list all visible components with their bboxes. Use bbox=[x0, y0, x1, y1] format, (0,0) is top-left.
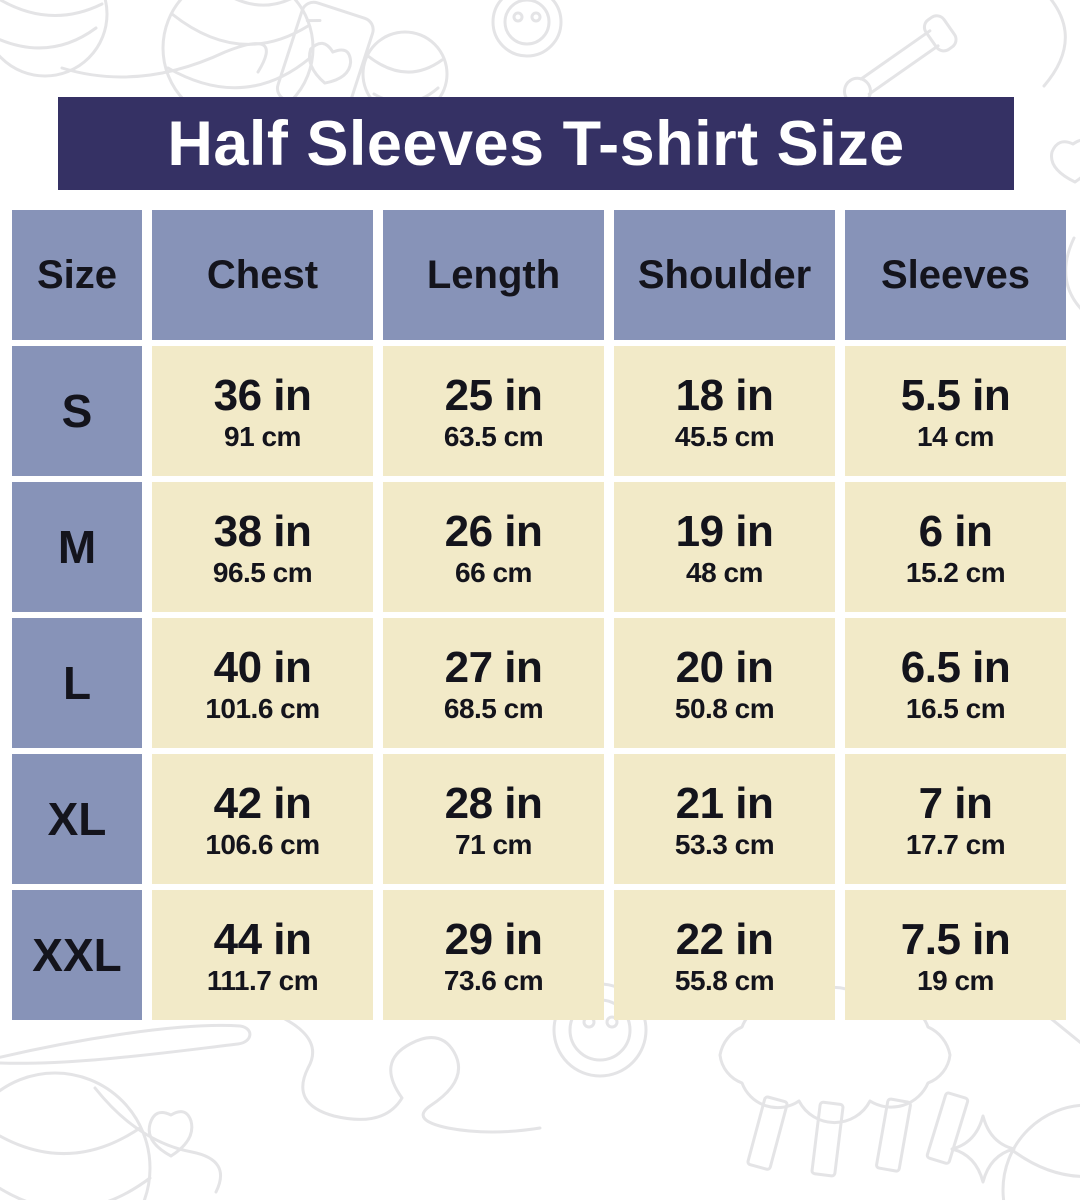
length-inches: 27 in bbox=[444, 643, 543, 693]
size-label: XXL bbox=[12, 890, 142, 1020]
chest-cell: 38 in 96.5 cm bbox=[152, 482, 373, 612]
column-header-shoulder: Shoulder bbox=[614, 210, 835, 340]
shoulder-cell: 19 in 48 cm bbox=[614, 482, 835, 612]
chest-cm: 91 cm bbox=[224, 420, 301, 452]
length-cell: 25 in 63.5 cm bbox=[383, 346, 604, 476]
shoulder-cell: 20 in 50.8 cm bbox=[614, 618, 835, 748]
shoulder-cm: 48 cm bbox=[686, 556, 763, 588]
knitting-needle-icon bbox=[0, 1023, 252, 1065]
sleeves-inches: 5.5 in bbox=[900, 371, 1011, 421]
shoulder-cm: 50.8 cm bbox=[674, 692, 775, 724]
shoulder-cell: 22 in 55.8 cm bbox=[614, 890, 835, 1020]
length-cm: 73.6 cm bbox=[443, 964, 544, 996]
doodle-arc bbox=[1064, 236, 1080, 310]
size-label: M bbox=[12, 482, 142, 612]
sparkle-icon bbox=[950, 1114, 1016, 1184]
chest-cell: 36 in 91 cm bbox=[152, 346, 373, 476]
shoulder-cm: 45.5 cm bbox=[674, 420, 775, 452]
size-label: S bbox=[12, 346, 142, 476]
length-cell: 28 in 71 cm bbox=[383, 754, 604, 884]
length-cm: 68.5 cm bbox=[443, 692, 544, 724]
length-cm: 66 cm bbox=[455, 556, 532, 588]
length-inches: 28 in bbox=[444, 779, 543, 829]
chest-inches: 42 in bbox=[213, 779, 312, 829]
sleeves-cm: 15.2 cm bbox=[905, 556, 1006, 588]
chest-cm: 106.6 cm bbox=[205, 828, 320, 860]
sleeves-cell: 6 in 15.2 cm bbox=[845, 482, 1066, 612]
yarn-ball-icon bbox=[1001, 1103, 1080, 1200]
sleeves-cell: 5.5 in 14 cm bbox=[845, 346, 1066, 476]
size-label: L bbox=[12, 618, 142, 748]
sleeves-cm: 17.7 cm bbox=[905, 828, 1006, 860]
shoulder-inches: 21 in bbox=[675, 779, 774, 829]
sleeves-cell: 7.5 in 19 cm bbox=[845, 890, 1066, 1020]
yarn-ball-icon bbox=[0, 1071, 222, 1200]
sleeves-inches: 7 in bbox=[918, 779, 993, 829]
sleeves-inches: 6 in bbox=[918, 507, 993, 557]
shoulder-cell: 21 in 53.3 cm bbox=[614, 754, 835, 884]
chest-cell: 44 in 111.7 cm bbox=[152, 890, 373, 1020]
sleeves-cell: 7 in 17.7 cm bbox=[845, 754, 1066, 884]
column-header-size: Size bbox=[12, 210, 142, 340]
sleeves-inches: 6.5 in bbox=[900, 643, 1011, 693]
size-label: XL bbox=[12, 754, 142, 884]
length-inches: 26 in bbox=[444, 507, 543, 557]
page-title: Half Sleeves T-shirt Size bbox=[58, 97, 1014, 190]
shoulder-inches: 18 in bbox=[675, 371, 774, 421]
chest-inches: 44 in bbox=[213, 915, 312, 965]
sleeves-inches: 7.5 in bbox=[900, 915, 1011, 965]
chest-inches: 38 in bbox=[213, 507, 312, 557]
column-header-chest: Chest bbox=[152, 210, 373, 340]
column-header-length: Length bbox=[383, 210, 604, 340]
shoulder-inches: 19 in bbox=[675, 507, 774, 557]
button-icon bbox=[491, 0, 563, 58]
sleeves-cell: 6.5 in 16.5 cm bbox=[845, 618, 1066, 748]
length-cell: 27 in 68.5 cm bbox=[383, 618, 604, 748]
sleeves-cm: 16.5 cm bbox=[905, 692, 1006, 724]
chest-cm: 101.6 cm bbox=[205, 692, 320, 724]
chest-cell: 42 in 106.6 cm bbox=[152, 754, 373, 884]
length-cm: 63.5 cm bbox=[443, 420, 544, 452]
chest-inches: 40 in bbox=[213, 643, 312, 693]
shoulder-cm: 55.8 cm bbox=[674, 964, 775, 996]
shoulder-inches: 22 in bbox=[675, 915, 774, 965]
length-cm: 71 cm bbox=[455, 828, 532, 860]
chest-inches: 36 in bbox=[213, 371, 312, 421]
length-cell: 26 in 66 cm bbox=[383, 482, 604, 612]
shoulder-inches: 20 in bbox=[675, 643, 774, 693]
length-inches: 29 in bbox=[444, 915, 543, 965]
length-inches: 25 in bbox=[444, 371, 543, 421]
thread-heart-icon bbox=[246, 1002, 542, 1134]
size-table: Size Chest Length Shoulder Sleeves S 36 … bbox=[12, 210, 1066, 1020]
chest-cm: 96.5 cm bbox=[212, 556, 313, 588]
sleeves-cm: 19 cm bbox=[917, 964, 994, 996]
heart-icon bbox=[1049, 138, 1080, 184]
heart-icon bbox=[147, 1110, 194, 1158]
length-cell: 29 in 73.6 cm bbox=[383, 890, 604, 1020]
yarn-ball-icon bbox=[0, 0, 268, 79]
chest-cell: 40 in 101.6 cm bbox=[152, 618, 373, 748]
column-header-sleeves: Sleeves bbox=[845, 210, 1066, 340]
shoulder-cell: 18 in 45.5 cm bbox=[614, 346, 835, 476]
doodle-arc bbox=[1042, 0, 1067, 88]
chest-cm: 111.7 cm bbox=[206, 964, 319, 996]
sleeves-cm: 14 cm bbox=[917, 420, 994, 452]
shoulder-cm: 53.3 cm bbox=[674, 828, 775, 860]
